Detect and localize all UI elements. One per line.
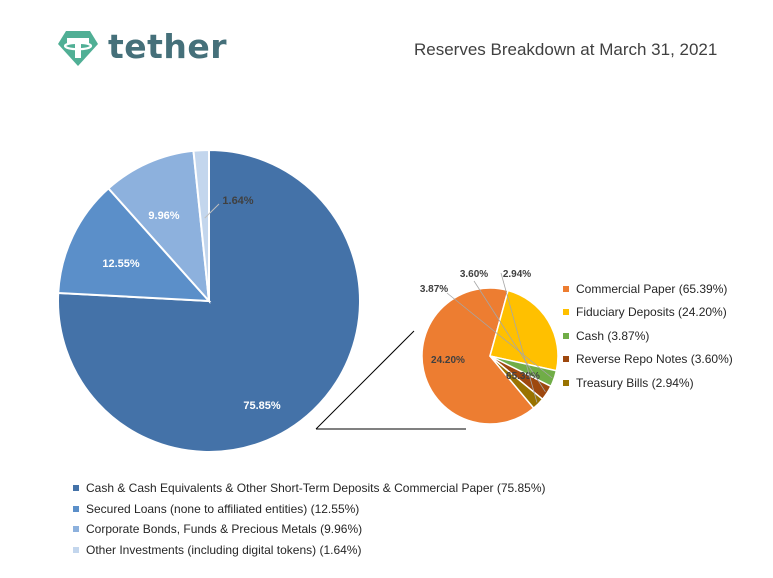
main-data-label: 9.96%	[148, 210, 179, 222]
legend-label: Treasury Bills (2.94%)	[576, 375, 694, 390]
legend-swatch	[73, 505, 79, 512]
sub-data-label: 2.94%	[503, 269, 531, 280]
sub-data-label: 65.39%	[506, 371, 540, 382]
main-legend: Cash & Cash Equivalents & Other Short-Te…	[73, 478, 546, 560]
sub-slice-treasury-bills	[489, 355, 544, 410]
sub-data-label: 3.60%	[460, 269, 488, 280]
main-legend-item-corporate-bonds-funds-precious-metals: Corporate Bonds, Funds & Precious Metals…	[73, 519, 546, 540]
legend-label: Commercial Paper (65.39%)	[576, 281, 728, 296]
sub-data-label: 24.20%	[431, 355, 465, 366]
sub-legend-item-reverse-repo-notes: Reverse Repo Notes (3.60%)	[563, 348, 733, 372]
main-pie-labels: 75.85% 12.55% 9.96% 1.64%	[102, 195, 281, 412]
main-pie	[57, 148, 361, 453]
main-slice-corporate-bonds-funds-precious-metals	[107, 149, 211, 304]
sub-pie-labels: 65.39% 24.20% 3.87% 3.60% 2.94%	[420, 269, 553, 403]
sub-data-label: 3.87%	[420, 284, 448, 295]
legend-swatch	[73, 485, 79, 492]
sub-legend-item-treasury-bills: Treasury Bills (2.94%)	[563, 371, 733, 395]
main-slice-secured-loans	[57, 186, 212, 303]
sub-slice-commercial-paper	[421, 287, 535, 425]
legend-label: Fiduciary Deposits (24.20%)	[576, 305, 727, 320]
main-data-label: 1.64%	[222, 195, 253, 207]
sub-legend-item-fiduciary-deposits: Fiduciary Deposits (24.20%)	[563, 301, 733, 325]
legend-swatch	[563, 309, 569, 316]
legend-swatch	[563, 285, 569, 292]
connector-lines	[315, 330, 466, 430]
legend-label: Cash (3.87%)	[576, 328, 650, 343]
legend-swatch	[73, 526, 79, 533]
brand-name: tether	[108, 27, 228, 66]
tether-logo	[58, 31, 98, 66]
legend-swatch	[563, 356, 569, 363]
legend-label: Cash & Cash Equivalents & Other Short-Te…	[86, 481, 546, 496]
main-data-label: 12.55%	[102, 258, 140, 270]
legend-label: Secured Loans (none to affiliated entiti…	[86, 501, 360, 516]
legend-swatch	[73, 546, 79, 553]
sub-legend: Commercial Paper (65.39%) Fiduciary Depos…	[563, 277, 733, 395]
main-data-label: 75.85%	[243, 400, 281, 412]
legend-label: Other Investments (including digital tok…	[86, 542, 362, 557]
main-slice-other-investments	[192, 148, 210, 302]
legend-swatch	[563, 379, 569, 386]
sub-legend-item-cash: Cash (3.87%)	[563, 324, 733, 348]
legend-label: Corporate Bonds, Funds & Precious Metals…	[86, 522, 363, 537]
main-legend-item-secured-loans: Secured Loans (none to affiliated entiti…	[73, 499, 546, 520]
sub-slice-fiduciary-deposits	[489, 289, 559, 372]
page-title: Reserves Breakdown at March 31, 2021	[414, 40, 718, 59]
main-legend-item-other-investments: Other Investments (including digital tok…	[73, 540, 546, 561]
main-slice-cash-cash-equivalents-other-short-term-deposits-commercial-paper	[57, 148, 361, 453]
legend-label: Reverse Repo Notes (3.60%)	[576, 352, 733, 367]
legend-swatch	[563, 332, 569, 339]
sub-legend-item-commercial-paper: Commercial Paper (65.39%)	[563, 277, 733, 301]
main-legend-item-cash-cash-equivalents-other-short-term-deposits-commercial-paper: Cash & Cash Equivalents & Other Short-Te…	[73, 478, 546, 499]
sub-pie	[421, 287, 559, 425]
